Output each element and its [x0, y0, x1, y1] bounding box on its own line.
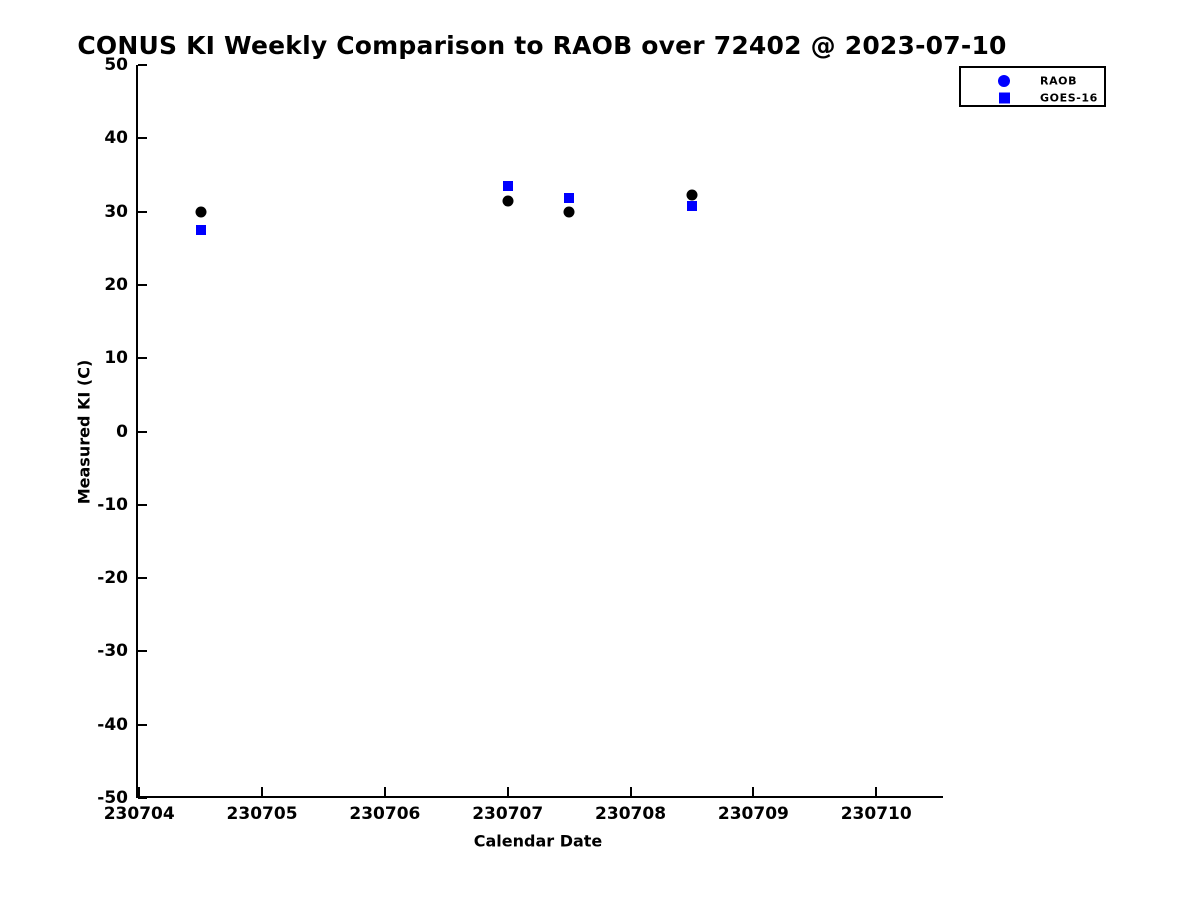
legend: RAOB GOES-16 — [959, 66, 1106, 107]
chart-title: CONUS KI Weekly Comparison to RAOB over … — [77, 31, 1007, 60]
y-tick-label: 10 — [104, 348, 128, 369]
legend-row-goes16: GOES-16 — [961, 89, 1104, 106]
y-axis-label: Measured KI (C) — [74, 359, 94, 505]
x-tick-mark — [506, 787, 509, 796]
plot-area: 230704 230705 230706 230707 230708 230709 2307… — [97, 55, 943, 824]
y-tick-mark — [138, 430, 147, 433]
data-point-raob — [502, 195, 514, 207]
legend-label-raob: RAOB — [1040, 74, 1078, 87]
x-tick-label: 230710 — [840, 804, 912, 824]
x-axis-label: Calendar Date — [473, 831, 603, 851]
y-tick-mark — [138, 723, 147, 726]
y-tick-label: 20 — [104, 274, 128, 295]
x-tick-mark — [629, 787, 632, 796]
y-tick-mark — [138, 357, 147, 360]
x-tick-label: 230705 — [226, 804, 298, 824]
x-tick-mark — [752, 787, 755, 796]
legend-row-raob: RAOB — [961, 72, 1104, 89]
y-tick-label: 30 — [104, 201, 128, 222]
x-tick-mark — [875, 787, 878, 796]
y-tick-label: 40 — [104, 128, 128, 149]
y-tick-label: -40 — [97, 714, 128, 735]
y-tick-mark — [138, 503, 147, 506]
data-point-goes-16 — [564, 193, 575, 204]
y-tick-label: 0 — [116, 421, 128, 442]
x-tick-label: 230704 — [103, 804, 175, 824]
data-point-raob — [195, 206, 207, 218]
goes16-square-icon — [999, 92, 1010, 103]
data-point-goes-16 — [502, 180, 513, 191]
y-tick-mark — [138, 137, 147, 140]
y-tick-mark — [138, 797, 147, 799]
data-point-goes-16 — [195, 224, 206, 235]
legend-label-goes16: GOES-16 — [1040, 91, 1098, 104]
y-tick-mark — [138, 210, 147, 213]
y-tick-label: -20 — [97, 568, 128, 589]
x-tick-label: 230707 — [472, 804, 544, 824]
x-tick-label: 230709 — [717, 804, 789, 824]
x-tick-mark — [138, 787, 141, 796]
y-tick-label: 50 — [104, 55, 128, 75]
data-point-raob — [686, 189, 698, 201]
y-tick-label: -50 — [97, 788, 128, 808]
x-tick-label: 230708 — [595, 804, 667, 824]
raob-circle-icon — [998, 74, 1010, 87]
x-tick-label: 230706 — [349, 804, 421, 824]
y-tick-label: -30 — [97, 641, 128, 662]
y-tick-mark — [138, 650, 147, 653]
y-tick-label: -10 — [97, 494, 128, 515]
y-tick-mark — [138, 577, 147, 580]
data-point-goes-16 — [686, 200, 697, 211]
x-tick-mark — [261, 787, 264, 796]
y-tick-mark — [138, 283, 147, 286]
x-tick-mark — [383, 787, 386, 796]
y-tick-mark — [138, 64, 147, 66]
data-point-raob — [563, 206, 575, 218]
